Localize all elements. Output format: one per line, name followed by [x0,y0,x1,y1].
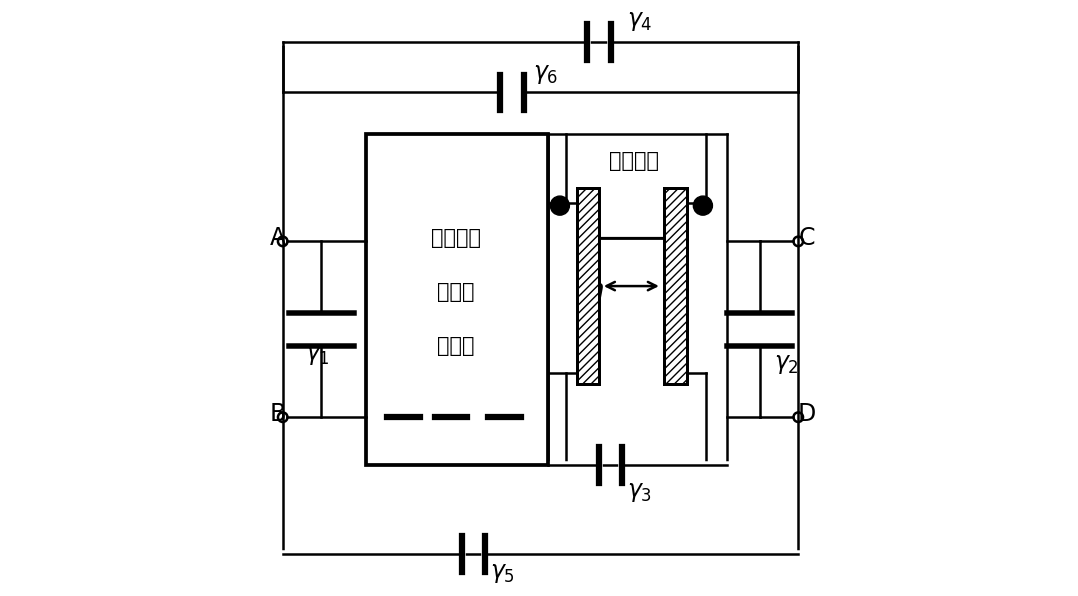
Text: $\gamma_3$: $\gamma_3$ [626,480,652,504]
Text: B: B [270,402,286,426]
Text: 优良匹配: 优良匹配 [609,151,660,171]
Text: C: C [799,226,815,250]
Circle shape [693,196,713,215]
Text: $\eta$: $\eta$ [588,280,604,304]
Text: $\gamma_4$: $\gamma_4$ [626,9,652,33]
Text: A: A [270,226,286,250]
Bar [577,188,598,384]
Text: 配与损: 配与损 [437,282,474,302]
Text: 耗单元: 耗单元 [437,336,474,356]
Bar [367,134,548,465]
Text: $\gamma_1$: $\gamma_1$ [305,343,330,367]
Text: $\gamma_6$: $\gamma_6$ [533,63,558,86]
Text: 磁性匹配: 磁性匹配 [430,228,481,249]
Text: D: D [798,402,816,426]
Circle shape [551,196,569,215]
Text: $\gamma_5$: $\gamma_5$ [490,561,515,585]
Bar [664,188,687,384]
Text: $\gamma_2$: $\gamma_2$ [774,352,799,375]
